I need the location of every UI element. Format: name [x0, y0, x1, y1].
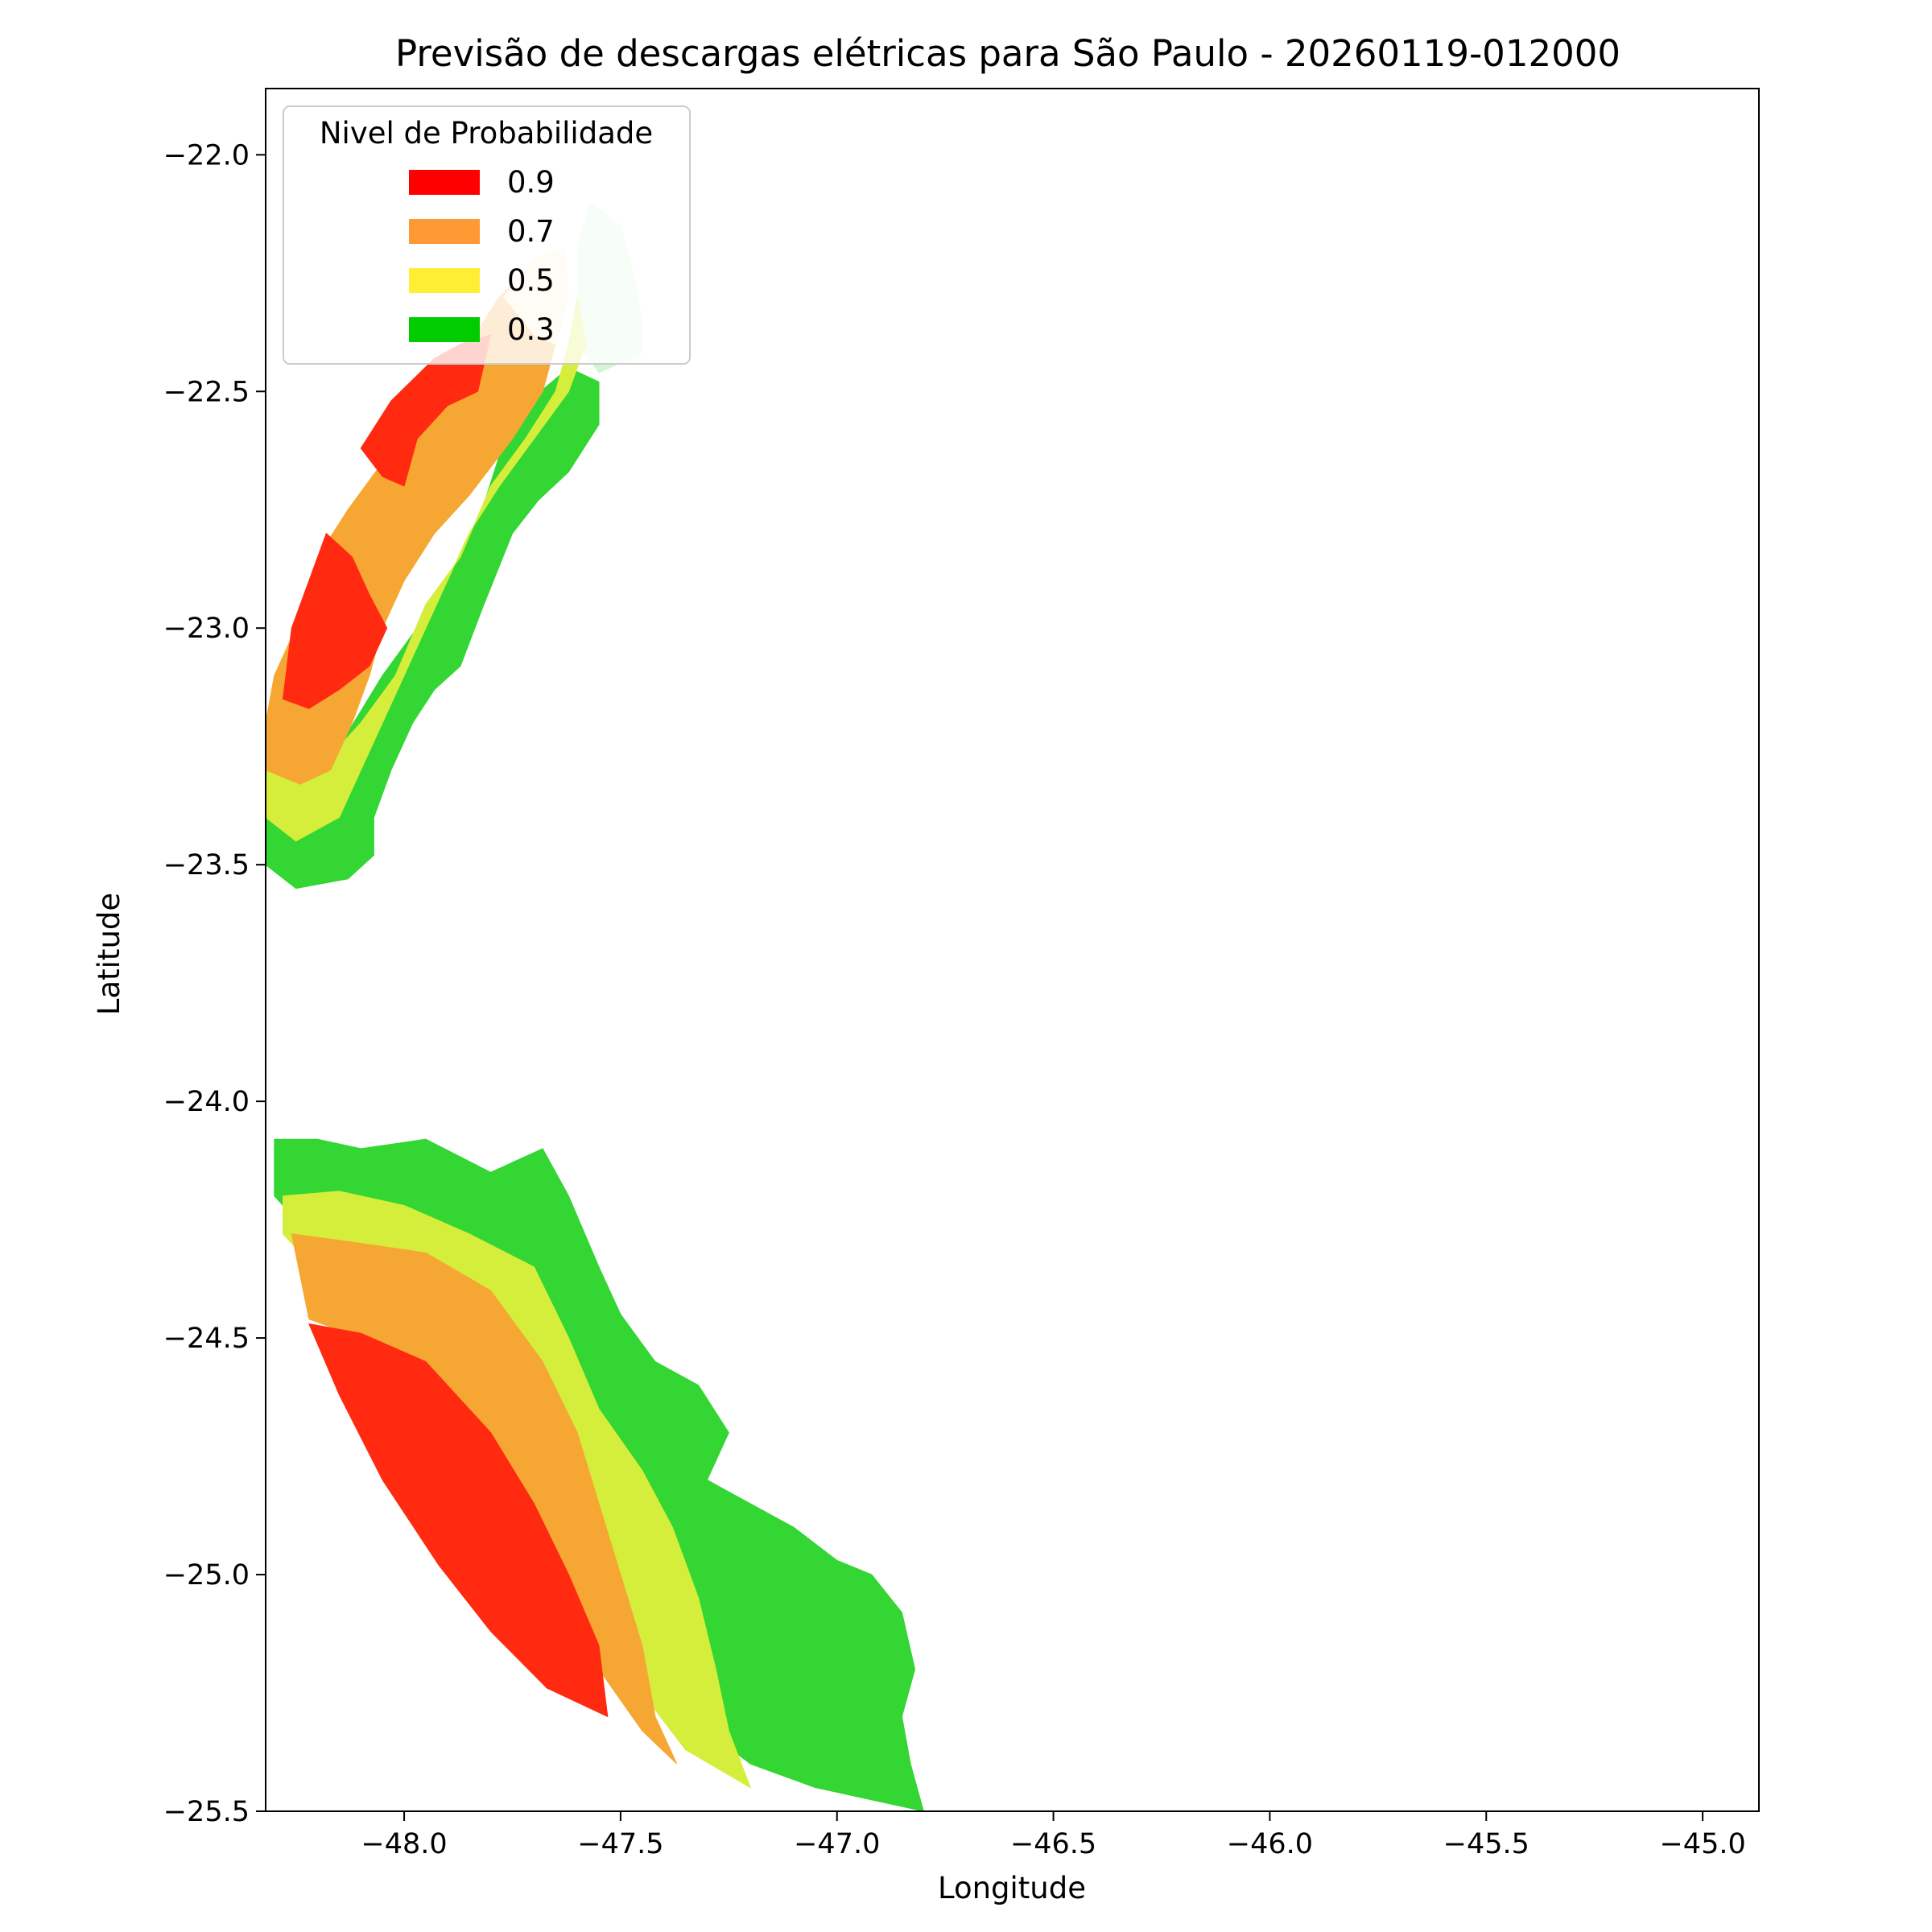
x-tick-label: −47.5	[577, 1828, 663, 1860]
legend-box	[283, 105, 691, 365]
legend-label: 0.5	[507, 263, 555, 298]
y-tick-label: −23.5	[163, 849, 250, 881]
y-tick-label: −25.0	[163, 1559, 250, 1591]
legend-label: 0.9	[507, 165, 555, 200]
legend-swatch	[409, 317, 480, 342]
chart-title: Previsão de descargas elétricas para São…	[395, 32, 1620, 75]
region-south-band-0.9	[308, 1323, 609, 1718]
x-tick-label: −46.0	[1227, 1828, 1313, 1860]
x-tick-label: −48.0	[361, 1828, 447, 1860]
y-axis-label: Latitude	[92, 893, 126, 1015]
region-north-band-0.9-a	[360, 333, 492, 487]
x-tick-label: −46.5	[1010, 1828, 1096, 1860]
legend-swatch	[409, 170, 480, 195]
y-tick-label: −24.0	[163, 1086, 250, 1118]
y-tick-label: −23.0	[163, 613, 250, 645]
legend-swatch	[409, 268, 480, 293]
region-north-band-0.9-b	[282, 532, 388, 709]
legend-title: Nivel de Probabilidade	[320, 116, 653, 151]
legend-label: 0.7	[507, 214, 555, 249]
y-tick-label: −22.0	[163, 139, 250, 171]
y-tick-label: −24.5	[163, 1323, 250, 1355]
legend-label: 0.3	[507, 312, 555, 347]
x-tick-label: −47.0	[794, 1828, 880, 1860]
x-axis-ticks: −48.0 −47.5 −47.0 −46.5 −46.0 −45.5 −45.0	[361, 1811, 1746, 1860]
x-tick-label: −45.5	[1443, 1828, 1530, 1860]
x-tick-label: −45.0	[1659, 1828, 1745, 1860]
legend-swatch	[409, 219, 480, 244]
legend: Nivel de Probabilidade 0.9 0.7 0.5 0.3	[283, 105, 691, 365]
y-tick-label: −25.5	[163, 1796, 250, 1828]
y-tick-label: −22.5	[163, 376, 250, 408]
y-axis-ticks: −22.0 −22.5 −23.0 −23.5 −24.0 −24.5 −25.0 −25.5	[163, 139, 266, 1828]
x-axis-label: Longitude	[938, 1871, 1086, 1905]
plot-frame	[265, 88, 1760, 1812]
legend-entries: 0.9 0.7 0.5 0.3	[409, 165, 555, 347]
region-north-band-0.5	[266, 296, 587, 842]
